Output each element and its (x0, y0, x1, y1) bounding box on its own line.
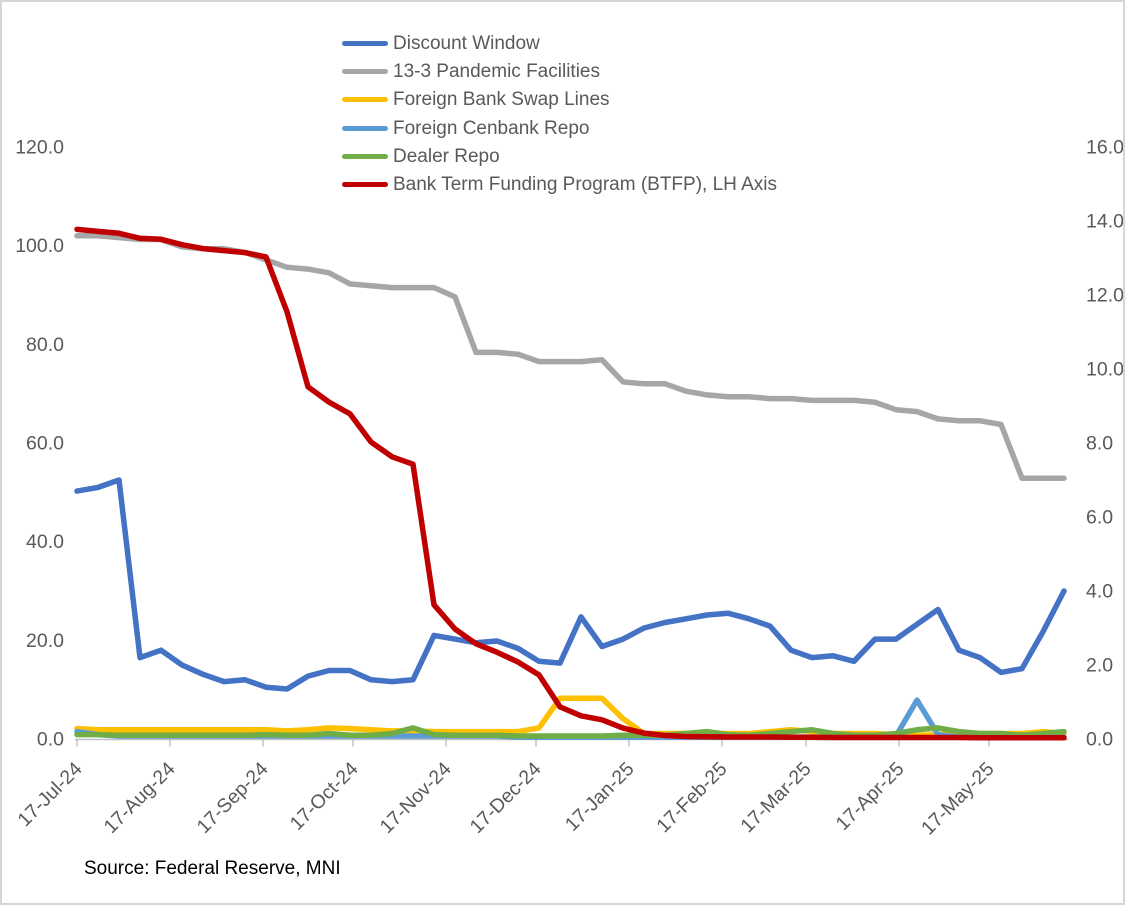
legend-label: Foreign Bank Swap Lines (393, 89, 610, 111)
left-axis-tick-label: 40.0 (26, 531, 64, 553)
series-line-pandemic-facilities (74, 233, 1067, 481)
right-axis-tick-label: 4.0 (1086, 581, 1113, 603)
x-axis-tick-label: 17-Mar-25 (736, 758, 815, 837)
right-axis-tick-label: 12.0 (1086, 285, 1124, 307)
legend-swatch-discount-window (342, 40, 388, 46)
legend-item-discount-window: Discount Window (342, 29, 777, 57)
left-axis-tick-label: 80.0 (26, 334, 64, 356)
right-axis-tick-label: 10.0 (1086, 359, 1124, 381)
right-axis-tick-label: 0.0 (1086, 729, 1113, 751)
x-axis-tick-label: 17-Feb-25 (652, 758, 731, 837)
legend-item-btfp: Bank Term Funding Program (BTFP), LH Axi… (342, 170, 777, 198)
x-axis-tick-label: 17-Jan-25 (561, 758, 639, 836)
x-axis-tick-label: 17-Oct-24 (286, 758, 363, 835)
legend-swatch-foreign-bank-swap-lines (342, 97, 388, 103)
left-axis-tick-label: 100.0 (15, 235, 64, 257)
legend-label: Discount Window (393, 32, 540, 54)
right-axis-tick-label: 2.0 (1086, 655, 1113, 677)
legend-item-foreign-cenbank-repo: Foreign Cenbank Repo (342, 114, 777, 142)
x-axis-tick-label: 17-Sep-24 (193, 758, 273, 838)
x-axis-tick-label: 17-Aug-24 (100, 758, 180, 838)
chart-legend: Discount Window 13-3 Pandemic Facilities F… (342, 29, 777, 199)
series-line-discount-window (74, 477, 1067, 692)
right-axis-tick-label: 8.0 (1086, 433, 1113, 455)
left-axis-tick-label: 0.0 (37, 729, 64, 751)
x-axis-tick-label: 17-Dec-24 (466, 758, 546, 838)
source-note: Source: Federal Reserve, MNI (84, 858, 341, 879)
x-axis-tick-label: 17-May-25 (917, 758, 999, 840)
legend-item-foreign-bank-swap-lines: Foreign Bank Swap Lines (342, 86, 777, 114)
right-axis-tick-label: 16.0 (1086, 137, 1124, 159)
right-axis-tick-label: 6.0 (1086, 507, 1113, 529)
x-axis-tick-label: 17-Jul-24 (13, 758, 86, 831)
legend-swatch-foreign-cenbank-repo (342, 125, 388, 131)
legend-label: Bank Term Funding Program (BTFP), LH Axi… (393, 174, 777, 196)
left-axis-tick-label: 20.0 (26, 630, 64, 652)
series-line-dealer-repo (74, 725, 1067, 739)
right-axis-tick-label: 14.0 (1086, 211, 1124, 233)
left-axis-tick-label: 60.0 (26, 433, 64, 455)
legend-label: Foreign Cenbank Repo (393, 117, 590, 139)
legend-label: 13-3 Pandemic Facilities (393, 60, 600, 82)
left-axis-tick-label: 120.0 (15, 137, 64, 159)
x-axis-tick-label: 17-Nov-24 (376, 758, 456, 838)
legend-item-pandemic-facilities: 13-3 Pandemic Facilities (342, 57, 777, 85)
legend-swatch-pandemic-facilities (342, 68, 388, 74)
legend-swatch-dealer-repo (342, 153, 388, 159)
legend-item-dealer-repo: Dealer Repo (342, 142, 777, 170)
legend-swatch-btfp (342, 182, 388, 188)
series-line-btfp (74, 226, 1067, 741)
legend-label: Dealer Repo (393, 145, 500, 167)
x-axis-tick-label: 17-Apr-25 (832, 758, 909, 835)
